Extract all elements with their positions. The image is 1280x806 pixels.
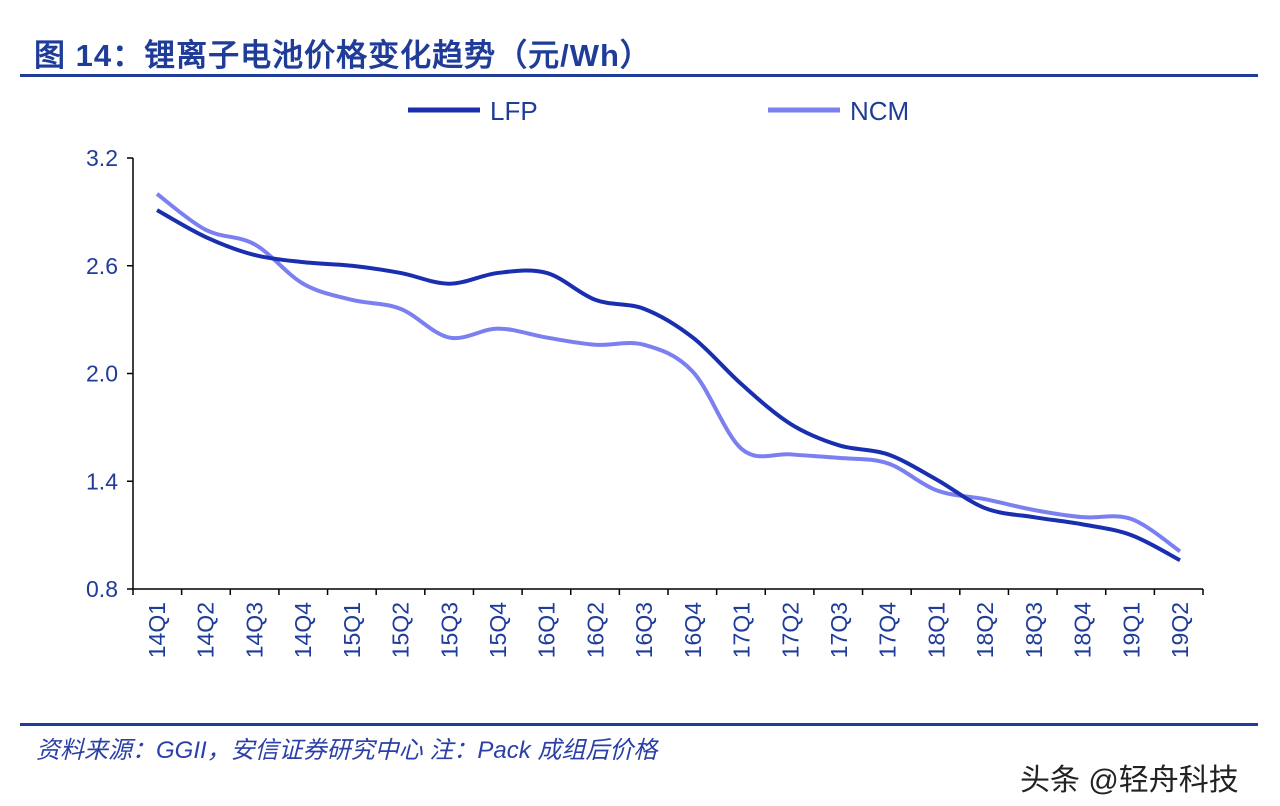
x-tick-label: 19Q1 [1118, 602, 1144, 658]
legend-label-lfp: LFP [490, 96, 538, 126]
x-tick-label: 17Q3 [826, 602, 852, 658]
x-tick-label: 14Q1 [144, 602, 170, 658]
y-tick-label: 3.2 [86, 145, 118, 171]
title-divider [20, 74, 1258, 77]
x-tick-label: 18Q3 [1021, 602, 1047, 658]
y-tick-label: 1.4 [86, 468, 118, 494]
x-tick-label: 17Q1 [729, 602, 755, 658]
x-tick-label: 17Q2 [777, 602, 803, 658]
x-tick-label: 15Q2 [388, 602, 414, 658]
x-tick-label: 18Q4 [1070, 602, 1096, 658]
x-tick-label: 18Q1 [923, 602, 949, 658]
x-tick-label: 16Q1 [534, 602, 560, 658]
x-tick-label: 14Q3 [241, 602, 267, 658]
x-tick-label: 15Q1 [339, 602, 365, 658]
footer-divider [20, 723, 1258, 726]
x-tick-label: 15Q4 [485, 602, 511, 658]
figure-title: 图 14：锂离子电池价格变化趋势（元/Wh） [34, 38, 652, 73]
y-tick-label: 2.0 [86, 361, 118, 387]
x-tick-label: 14Q2 [193, 602, 219, 658]
x-tick-label: 18Q2 [972, 602, 998, 658]
watermark: 头条 @轻舟科技 [1020, 764, 1239, 797]
series-line-ncm [155, 192, 1182, 553]
source-note: 资料来源：GGII，安信证券研究中心 注：Pack 成组后价格 [36, 737, 658, 764]
x-tick-label: 15Q3 [436, 602, 462, 658]
x-tick-label: 16Q4 [680, 602, 706, 658]
series-line-lfp [156, 208, 1181, 563]
x-tick-label: 16Q2 [582, 602, 608, 658]
x-tick-label: 19Q2 [1167, 602, 1193, 658]
y-tick-label: 2.6 [86, 253, 118, 279]
legend-label-ncm: NCM [850, 96, 909, 126]
x-tick-label: 17Q4 [875, 602, 901, 658]
y-tick-label: 0.8 [86, 576, 118, 602]
x-tick-label: 14Q4 [290, 602, 316, 658]
x-tick-label: 16Q3 [631, 602, 657, 658]
